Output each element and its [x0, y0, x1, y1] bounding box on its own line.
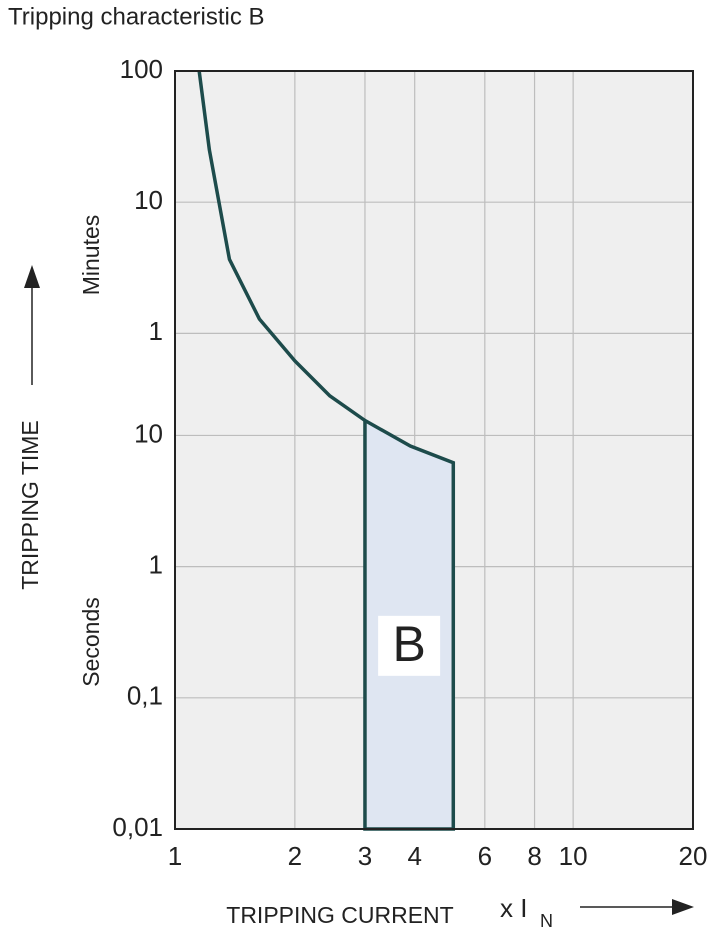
- x-axis-label: TRIPPING CURRENT: [226, 902, 453, 928]
- y-upper-label: Minutes: [78, 215, 104, 296]
- band-label: B: [392, 616, 425, 672]
- y-arrow-head: [24, 265, 40, 288]
- x-tick-label: 3: [358, 841, 372, 871]
- x-tick-label: 1: [168, 841, 182, 871]
- x-axis-unit: x I: [500, 893, 527, 923]
- x-axis-unit-sub: N: [540, 911, 553, 931]
- y-tick-label: 10: [134, 418, 163, 448]
- plot-border: [174, 70, 694, 830]
- chart-title: Tripping characteristic B: [8, 3, 265, 30]
- x-tick-label: 20: [679, 841, 708, 871]
- y-tick-label: 10: [134, 185, 163, 215]
- x-tick-label: 4: [407, 841, 421, 871]
- marks: B: [197, 70, 456, 831]
- x-tick-label: 6: [478, 841, 492, 871]
- y-tick-label: 0,1: [127, 681, 163, 711]
- y-tick-label: 1: [149, 550, 163, 580]
- y-lower-label: Seconds: [78, 597, 104, 687]
- y-axis-label: TRIPPING TIME: [17, 420, 43, 590]
- x-arrow-head: [672, 899, 694, 915]
- x-tick-label: 8: [527, 841, 541, 871]
- curve: [197, 70, 366, 422]
- y-tick-label: 100: [120, 54, 163, 84]
- y-tick-label: 1: [149, 316, 163, 346]
- band-label-bg: [378, 615, 441, 676]
- y-tick-label: 0,01: [112, 812, 163, 842]
- x-tick-label: 10: [559, 841, 588, 871]
- x-tick-label: 2: [288, 841, 302, 871]
